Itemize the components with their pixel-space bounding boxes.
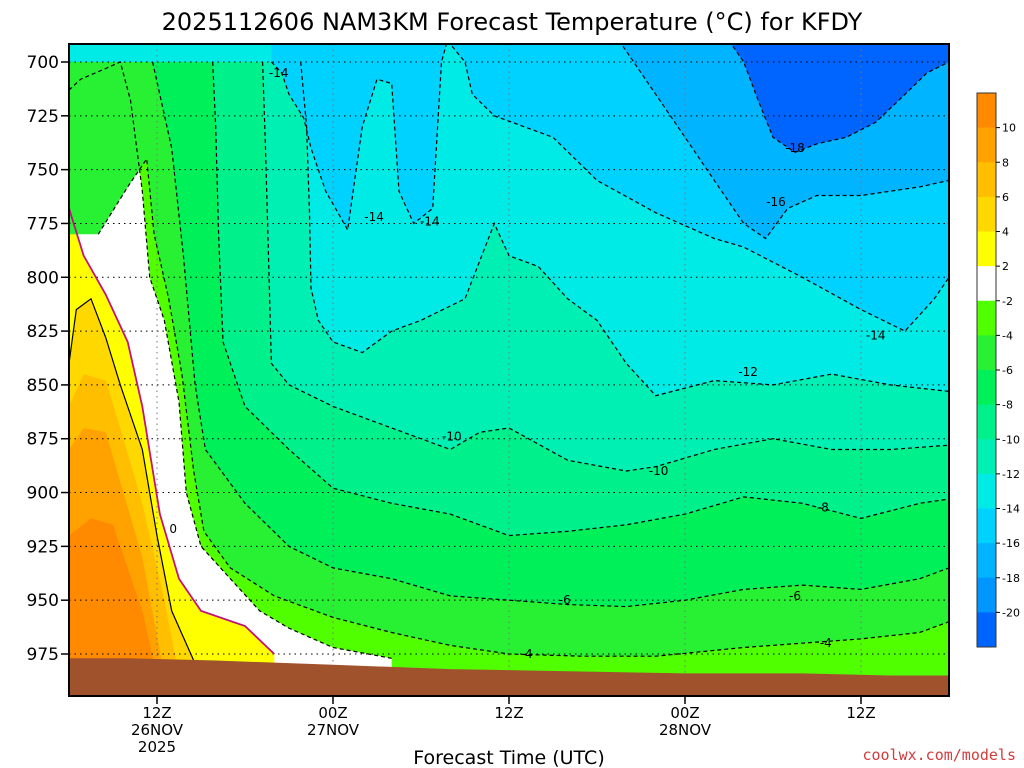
contour-label: -18 bbox=[785, 141, 805, 155]
colorbar-swatch bbox=[977, 127, 996, 163]
x-tick-label: 28NOV bbox=[659, 721, 712, 739]
x-axis-label: Forecast Time (UTC) bbox=[413, 747, 604, 768]
contour-label: -16 bbox=[766, 195, 786, 209]
isotherm-line--6 bbox=[152, 61, 949, 608]
colorbar-swatch bbox=[977, 473, 996, 509]
colorbar-swatch bbox=[977, 508, 996, 544]
contour-label: -14 bbox=[269, 66, 289, 80]
isotherm-line--4 bbox=[97, 157, 949, 657]
x-tick-label: 27NOV bbox=[307, 721, 360, 739]
colorbar: 10 8 6 4 2 -2 -4 -6 -8 -10 -12 -14 -16 -18 -20 bbox=[976, 92, 1020, 648]
isotherm-layer bbox=[69, 44, 949, 661]
y-tick-label: 750 bbox=[27, 161, 59, 181]
colorbar-swatch bbox=[977, 196, 996, 232]
colorbar-swatch bbox=[977, 439, 996, 475]
y-tick-label: 975 bbox=[27, 645, 59, 665]
isotherm-line--14 bbox=[270, 44, 949, 332]
contour-label: -6 bbox=[559, 593, 571, 607]
x-tick-label: 00Z bbox=[318, 704, 347, 722]
colorbar-label: -12 bbox=[1002, 468, 1020, 481]
contour-label: -4 bbox=[820, 636, 832, 650]
isotherm-line--18 bbox=[730, 44, 949, 154]
isotherm-line--16 bbox=[620, 44, 949, 240]
isotherm-line--2 bbox=[69, 61, 392, 659]
colorbar-swatch bbox=[977, 266, 996, 302]
contour-label: -10 bbox=[649, 464, 669, 478]
colorbar-label: -2 bbox=[1002, 295, 1013, 308]
x-tick-label: 12Z bbox=[142, 704, 171, 722]
colorbar-label: -14 bbox=[1002, 503, 1020, 516]
colorbar-label: -20 bbox=[1002, 606, 1020, 619]
contour-label: -14 bbox=[866, 328, 886, 342]
colorbar-label: -16 bbox=[1002, 537, 1020, 550]
colorbar-label: 6 bbox=[1002, 191, 1009, 204]
fill-region--18 bbox=[731, 44, 949, 153]
y-tick-label: 925 bbox=[27, 537, 59, 557]
x-tick-label: 26NOV bbox=[131, 721, 184, 739]
colorbar-label: 10 bbox=[1002, 122, 1016, 135]
contour-label: -10 bbox=[442, 430, 462, 444]
colorbar-swatch bbox=[977, 231, 996, 267]
x-tick-label: 12Z bbox=[846, 704, 875, 722]
colorbar-label: 4 bbox=[1002, 226, 1009, 239]
contour-label: -6 bbox=[789, 589, 801, 603]
colorbar-swatch bbox=[977, 577, 996, 613]
surface-terrain bbox=[69, 658, 949, 696]
x-tick-label: 2025 bbox=[138, 738, 176, 756]
colorbar-swatch bbox=[977, 300, 996, 336]
y-tick-label: 950 bbox=[27, 591, 59, 611]
colorbar-swatch bbox=[977, 543, 996, 579]
contour-label: -14 bbox=[364, 210, 384, 224]
isotherm-line-2 bbox=[69, 297, 195, 661]
contour-label: -12 bbox=[738, 365, 758, 379]
contour-label: -14 bbox=[420, 214, 440, 228]
y-tick-label: 900 bbox=[27, 484, 59, 504]
colorbar-label: -4 bbox=[1002, 329, 1013, 342]
y-tick-label: 800 bbox=[27, 268, 59, 288]
contour-label: -4 bbox=[521, 647, 533, 661]
colorbar-swatch bbox=[977, 370, 996, 406]
colorbar-label: -18 bbox=[1002, 572, 1020, 585]
colorbar-swatch bbox=[977, 162, 996, 198]
y-tick-label: 875 bbox=[27, 430, 59, 450]
colorbar-swatch bbox=[977, 404, 996, 440]
colorbar-label: 2 bbox=[1002, 260, 1009, 273]
y-tick-label: 725 bbox=[27, 107, 59, 127]
isotherm-line-0 bbox=[69, 208, 275, 655]
isotherm-line--8 bbox=[212, 61, 949, 537]
contour-label: 0 bbox=[169, 522, 177, 536]
colorbar-swatch bbox=[977, 335, 996, 371]
y-tick-label: 850 bbox=[27, 376, 59, 396]
credit-text: coolwx.com/models bbox=[862, 746, 1016, 764]
y-axis: 700 725 750 775 800 825 850 875 900 925 950 975 bbox=[27, 53, 69, 665]
colorbar-label: -10 bbox=[1002, 433, 1020, 446]
y-tick-label: 825 bbox=[27, 322, 59, 342]
colorbar-label: -6 bbox=[1002, 364, 1013, 377]
colorbar-swatch bbox=[977, 612, 996, 648]
colorbar-label: -8 bbox=[1002, 399, 1013, 412]
y-tick-label: 775 bbox=[27, 214, 59, 234]
colorbar-swatch bbox=[977, 93, 996, 129]
chart-title: 2025112606 NAM3KM Forecast Temperature (… bbox=[162, 8, 863, 36]
contour-label: -8 bbox=[817, 501, 829, 515]
isotherm-line--10 bbox=[262, 61, 949, 472]
x-tick-label: 00Z bbox=[670, 704, 699, 722]
contour-label-layer: -14 -14 -14 -18 -16 -14 -12 -10 -10 -8 -6 -6 -4 -4 0 bbox=[169, 66, 885, 661]
y-tick-label: 700 bbox=[27, 53, 59, 73]
x-tick-label: 12Z bbox=[494, 704, 523, 722]
colorbar-label: 8 bbox=[1002, 156, 1009, 169]
